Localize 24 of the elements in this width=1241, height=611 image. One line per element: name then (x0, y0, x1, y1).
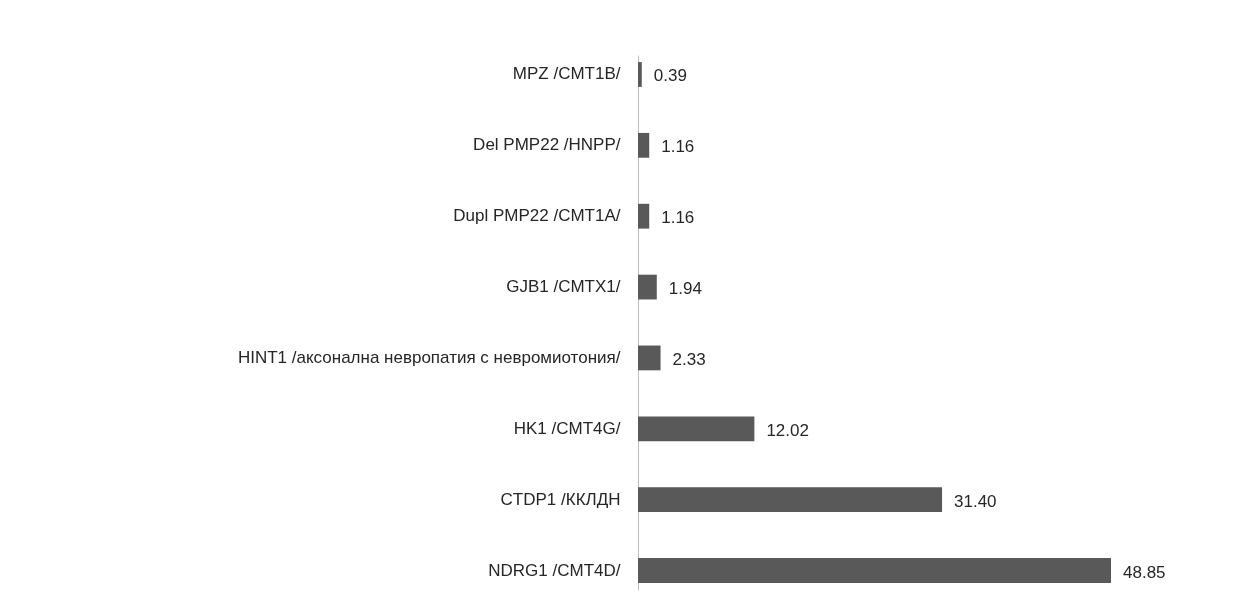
y-tick-label: HK1 /CMT4G/ (513, 418, 621, 438)
data-label: 12.02 (766, 420, 809, 440)
y-tick-label: Del PMP22 /HNPP/ (473, 135, 621, 155)
bar (638, 132, 650, 158)
data-label: 31.40 (954, 491, 997, 511)
bar (638, 487, 943, 513)
y-tick-label: MPZ /CMT1B/ (512, 64, 621, 84)
y-tick-label: GJB1 /CMTX1/ (506, 277, 621, 297)
bar (638, 203, 650, 229)
y-tick-label: HINT1 /аксонална невропатия с невромиотония/ (237, 347, 621, 367)
y-tick-label: NDRG1 /CMT4D/ (488, 560, 621, 580)
data-label: 1.16 (661, 208, 695, 228)
data-label: 0.39 (653, 66, 687, 86)
bar (638, 62, 642, 87)
data-label: 48.85 (1123, 562, 1166, 582)
data-label: 1.16 (661, 137, 695, 157)
y-tick-label: CTDP1 /ККЛДН (500, 489, 621, 509)
data-label: 1.94 (668, 279, 702, 299)
bar (638, 558, 1111, 583)
bar (638, 416, 755, 442)
bar (638, 274, 657, 300)
bar (638, 345, 661, 371)
data-label: 2.33 (672, 349, 706, 369)
y-tick-label: Dupl PMP22 /CMT1A/ (453, 206, 621, 226)
